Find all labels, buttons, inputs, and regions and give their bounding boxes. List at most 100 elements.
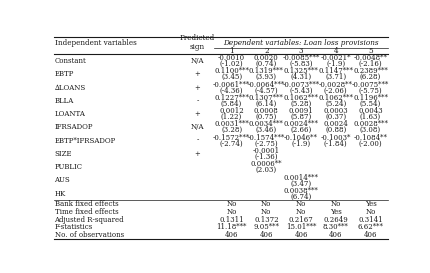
Text: 4: 4 [333, 47, 337, 55]
Text: Bank fixed effects: Bank fixed effects [55, 200, 118, 208]
Text: 0.1227***: 0.1227*** [214, 94, 249, 102]
Text: 0.1062***: 0.1062*** [318, 94, 353, 102]
Text: 0.2167: 0.2167 [288, 216, 313, 224]
Text: -0.0075***: -0.0075*** [351, 81, 388, 89]
Text: PUBLIC: PUBLIC [55, 163, 83, 171]
Text: No: No [295, 208, 306, 216]
Text: +: + [194, 110, 200, 118]
Text: (-5.75): (-5.75) [358, 87, 381, 94]
Text: (-1.9): (-1.9) [291, 140, 310, 148]
Text: -0.0061***: -0.0061*** [212, 81, 250, 89]
Text: 0.0012: 0.0012 [219, 107, 243, 115]
Text: 0.0020: 0.0020 [253, 54, 278, 62]
Text: (0.37): (0.37) [325, 113, 346, 121]
Text: No: No [226, 208, 236, 216]
Text: N/A: N/A [190, 123, 204, 131]
Text: 0.1325***: 0.1325*** [283, 67, 318, 75]
Text: ∆LOANS: ∆LOANS [55, 84, 86, 91]
Text: (3.71): (3.71) [325, 73, 346, 81]
Text: 0.1100***: 0.1100*** [214, 67, 249, 75]
Text: 0.2389***: 0.2389*** [352, 67, 387, 75]
Text: HK: HK [55, 190, 66, 198]
Text: 0.0006**: 0.0006** [250, 160, 281, 168]
Text: (-1.36): (-1.36) [254, 153, 277, 161]
Text: Predicted
sign: Predicted sign [179, 34, 215, 51]
Text: Yes: Yes [364, 200, 375, 208]
Text: (-2.75): (-2.75) [254, 140, 277, 148]
Text: 406: 406 [294, 231, 307, 239]
Text: 0.1311: 0.1311 [219, 216, 243, 224]
Text: (2.66): (2.66) [290, 126, 311, 134]
Text: (0.74): (0.74) [255, 60, 276, 68]
Text: -0.1574***: -0.1574*** [247, 134, 284, 142]
Text: 11.18***: 11.18*** [216, 223, 246, 231]
Text: (2.03): (2.03) [255, 166, 276, 174]
Text: 406: 406 [224, 231, 238, 239]
Text: IFRSADOP: IFRSADOP [55, 123, 93, 131]
Text: Yes: Yes [329, 208, 341, 216]
Text: (3.46): (3.46) [255, 126, 276, 134]
Text: 406: 406 [328, 231, 342, 239]
Text: LOANTA: LOANTA [55, 110, 85, 118]
Text: 5: 5 [367, 47, 372, 55]
Text: 6.62***: 6.62*** [357, 223, 383, 231]
Text: 406: 406 [363, 231, 376, 239]
Text: (-5.43): (-5.43) [289, 87, 312, 94]
Text: 0.0038***: 0.0038*** [283, 187, 318, 195]
Text: -: - [196, 137, 198, 145]
Text: (-4.57): (-4.57) [254, 87, 277, 94]
Text: +: + [194, 84, 200, 91]
Text: (-2.16): (-2.16) [358, 60, 381, 68]
Text: (6.14): (6.14) [255, 100, 276, 108]
Text: -0.1084**: -0.1084** [353, 134, 387, 142]
Text: Dependent variables: Loan loss provisions: Dependent variables: Loan loss provision… [223, 38, 378, 47]
Text: (1.63): (1.63) [359, 113, 380, 121]
Text: 3: 3 [298, 47, 303, 55]
Text: 2: 2 [264, 47, 268, 55]
Text: 8.30***: 8.30*** [322, 223, 348, 231]
Text: -: - [196, 97, 198, 105]
Text: -0.0064***: -0.0064*** [247, 81, 284, 89]
Text: (0.75): (0.75) [255, 113, 276, 121]
Text: 0.0003: 0.0003 [323, 107, 347, 115]
Text: No: No [261, 200, 271, 208]
Text: F-statistics: F-statistics [55, 223, 92, 231]
Text: (5.87): (5.87) [290, 113, 311, 121]
Text: +: + [194, 70, 200, 78]
Text: (3.45): (3.45) [221, 73, 242, 81]
Text: 1: 1 [229, 47, 233, 55]
Text: (-2.00): (-2.00) [358, 140, 381, 148]
Text: -0.1046**: -0.1046** [283, 134, 317, 142]
Text: SIZE: SIZE [55, 150, 72, 158]
Text: +: + [194, 150, 200, 158]
Text: 0.1062***: 0.1062*** [283, 94, 318, 102]
Text: 9.05***: 9.05*** [253, 223, 279, 231]
Text: EBTP*IFRSADOP: EBTP*IFRSADOP [55, 137, 116, 145]
Text: -0.0021*: -0.0021* [320, 54, 350, 62]
Text: 0.0024: 0.0024 [322, 120, 347, 129]
Text: (0.88): (0.88) [324, 126, 346, 134]
Text: -0.0085***: -0.0085*** [282, 54, 319, 62]
Text: 0.3141: 0.3141 [357, 216, 382, 224]
Text: (-1.84): (-1.84) [323, 140, 347, 148]
Text: -0.0010: -0.0010 [218, 54, 245, 62]
Text: (5.54): (5.54) [359, 100, 380, 108]
Text: 15.01***: 15.01*** [285, 223, 316, 231]
Text: (1.22): (1.22) [221, 113, 242, 121]
Text: (3.28): (3.28) [221, 126, 242, 134]
Text: 0.0028***: 0.0028*** [352, 120, 387, 129]
Text: (6.74): (6.74) [290, 193, 311, 201]
Text: -0.1572***: -0.1572*** [212, 134, 250, 142]
Text: 0.0091: 0.0091 [288, 107, 313, 115]
Text: (-5.83): (-5.83) [289, 60, 312, 68]
Text: (6.28): (6.28) [359, 73, 380, 81]
Text: -0.0001: -0.0001 [252, 147, 279, 155]
Text: No: No [226, 200, 236, 208]
Text: (3.47): (3.47) [290, 179, 311, 187]
Text: 0.0014***: 0.0014*** [283, 174, 318, 182]
Text: (5.24): (5.24) [324, 100, 346, 108]
Text: Constant: Constant [55, 57, 86, 65]
Text: Time fixed effects: Time fixed effects [55, 208, 118, 216]
Text: -0.0028**: -0.0028** [318, 81, 352, 89]
Text: 0.0024***: 0.0024*** [283, 120, 318, 129]
